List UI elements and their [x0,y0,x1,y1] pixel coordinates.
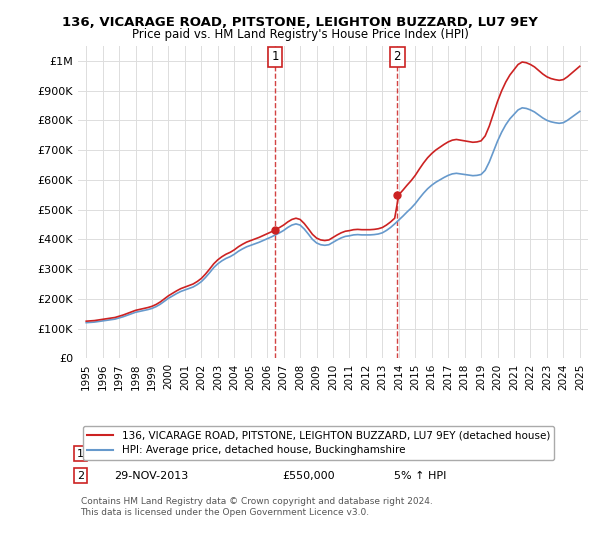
Text: 5% ↑ HPI: 5% ↑ HPI [394,470,446,480]
Text: 3% ↑ HPI: 3% ↑ HPI [394,449,446,459]
Text: 1: 1 [77,449,84,459]
Text: £432,500: £432,500 [282,449,335,459]
Text: 29-NOV-2013: 29-NOV-2013 [114,470,188,480]
Text: 2: 2 [77,470,84,480]
Legend: 136, VICARAGE ROAD, PITSTONE, LEIGHTON BUZZARD, LU7 9EY (detached house), HPI: A: 136, VICARAGE ROAD, PITSTONE, LEIGHTON B… [83,426,554,460]
Text: 1: 1 [271,50,278,63]
Text: £550,000: £550,000 [282,470,335,480]
Text: Price paid vs. HM Land Registry's House Price Index (HPI): Price paid vs. HM Land Registry's House … [131,28,469,41]
Text: 22-JUN-2006: 22-JUN-2006 [114,449,184,459]
Text: 136, VICARAGE ROAD, PITSTONE, LEIGHTON BUZZARD, LU7 9EY: 136, VICARAGE ROAD, PITSTONE, LEIGHTON B… [62,16,538,29]
Text: Contains HM Land Registry data © Crown copyright and database right 2024.
This d: Contains HM Land Registry data © Crown c… [80,497,432,517]
Text: 2: 2 [394,50,401,63]
